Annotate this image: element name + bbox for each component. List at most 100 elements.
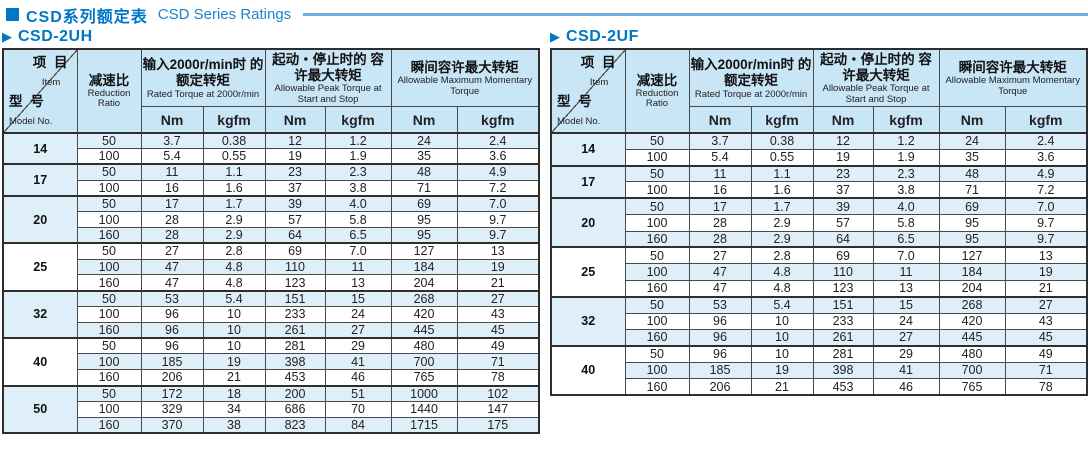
value-cell: 78 bbox=[456, 369, 540, 386]
value-cell: 185 bbox=[140, 353, 204, 371]
ratio-cell: 100 bbox=[624, 214, 690, 232]
item-label-en: Item bbox=[589, 77, 609, 88]
value-cell: 16 bbox=[140, 179, 204, 197]
value-cell: 95 bbox=[938, 214, 1006, 232]
ratio-cell: 100 bbox=[76, 211, 142, 229]
model-label-en: Model No. bbox=[557, 115, 601, 127]
ratio-cell: 100 bbox=[624, 263, 690, 281]
value-cell: 7.0 bbox=[456, 194, 540, 213]
value-cell: 10 bbox=[750, 312, 814, 330]
table-body: 14 50 3.7 0.38 12 1.2 24 2.4 100 5.4 0.55 19 1.9 35 3.… bbox=[550, 131, 1088, 396]
item-label-en: Item bbox=[41, 77, 61, 88]
value-cell: 96 bbox=[140, 306, 204, 323]
value-cell: 261 bbox=[264, 321, 326, 339]
value-cell: 19 bbox=[750, 361, 814, 380]
ratio-cell: 50 bbox=[76, 163, 142, 181]
ratio-cell: 100 bbox=[624, 148, 690, 167]
value-cell: 233 bbox=[812, 312, 874, 330]
ratio-cell: 100 bbox=[624, 181, 690, 199]
ratio-cell: 100 bbox=[624, 312, 690, 330]
tables-container: ▶ CSD-2UH 项 目 Item 型 号 Model No. 减速比 Reduct… bbox=[0, 25, 1088, 434]
ratio-cell: 160 bbox=[624, 378, 690, 396]
table-section-csd-2uh: ▶ CSD-2UH 项 目 Item 型 号 Model No. 减速比 Reduct… bbox=[2, 25, 540, 434]
value-cell: 9.7 bbox=[456, 211, 540, 229]
value-cell: 184 bbox=[390, 258, 458, 276]
item-label-zh: 项 目 bbox=[580, 55, 618, 70]
value-cell: 11 bbox=[688, 164, 752, 183]
table-body: 14 50 3.7 0.38 12 1.2 24 2.4 100 5.4 0.55 19 1.9 35 3.… bbox=[2, 131, 540, 434]
value-cell: 48 bbox=[390, 163, 458, 181]
table-row: 160 206 21 453 46 765 78 bbox=[3, 369, 540, 386]
table-row: 40 50 96 10 281 29 480 49 bbox=[2, 337, 540, 387]
table-row: 160 206 21 453 46 765 78 bbox=[551, 378, 1088, 396]
value-cell: 69 bbox=[390, 194, 458, 213]
value-cell: 38 bbox=[202, 416, 266, 434]
value-cell: 185 bbox=[688, 361, 752, 380]
value-cell: 200 bbox=[264, 384, 326, 402]
unit-kgfm-header: kgfm bbox=[202, 106, 266, 134]
value-cell: 16 bbox=[688, 181, 752, 199]
value-cell: 110 bbox=[812, 263, 874, 281]
value-cell: 445 bbox=[938, 328, 1006, 347]
value-cell: 7.2 bbox=[1004, 181, 1088, 199]
ratio-cell: 50 bbox=[624, 131, 690, 150]
ratings-table-csd-2uf: 项 目 Item 型 号 Model No. 减速比 Reduction Ratio … bbox=[550, 48, 1088, 396]
value-cell: 12 bbox=[264, 131, 326, 150]
ratio-cell: 160 bbox=[76, 274, 142, 292]
table-row: 100 96 10 233 24 420 43 bbox=[551, 312, 1088, 330]
value-cell: 7.2 bbox=[456, 179, 540, 197]
ratio-cell: 160 bbox=[76, 369, 142, 386]
value-cell: 10 bbox=[750, 344, 814, 363]
value-cell: 96 bbox=[140, 321, 204, 339]
value-cell: 46 bbox=[872, 378, 940, 396]
unit-kgfm-header: kgfm bbox=[750, 106, 814, 134]
value-cell: 41 bbox=[872, 361, 940, 380]
ratio-cell: 100 bbox=[76, 179, 142, 197]
value-cell: 2.8 bbox=[202, 242, 266, 260]
ratio-cell: 50 bbox=[624, 295, 690, 314]
value-cell: 69 bbox=[264, 242, 326, 260]
value-cell: 1.1 bbox=[202, 163, 266, 181]
value-cell: 4.8 bbox=[750, 279, 814, 298]
value-cell: 2.4 bbox=[1004, 131, 1088, 150]
table-row: 100 185 19 398 41 700 71 bbox=[551, 361, 1088, 380]
value-cell: 84 bbox=[324, 416, 392, 434]
unit-kgfm-header: kgfm bbox=[324, 106, 392, 134]
value-cell: 102 bbox=[456, 384, 540, 402]
table-row: 100 47 4.8 110 11 184 19 bbox=[3, 258, 540, 276]
value-cell: 480 bbox=[938, 344, 1006, 363]
unit-nm-header: Nm bbox=[140, 106, 204, 134]
value-cell: 27 bbox=[324, 321, 392, 339]
value-cell: 281 bbox=[264, 337, 326, 355]
value-cell: 9.7 bbox=[456, 227, 540, 244]
value-cell: 4.9 bbox=[1004, 164, 1088, 183]
page-title-zh: CSD系列额定表 bbox=[26, 8, 148, 26]
ratio-cell: 50 bbox=[76, 289, 142, 308]
value-cell: 96 bbox=[688, 344, 752, 363]
value-cell: 47 bbox=[688, 263, 752, 281]
ratio-cell: 160 bbox=[624, 328, 690, 347]
value-cell: 1.6 bbox=[750, 181, 814, 199]
value-cell: 11 bbox=[140, 163, 204, 181]
model-cell: 25 bbox=[2, 242, 78, 292]
value-cell: 5.8 bbox=[324, 211, 392, 229]
value-cell: 151 bbox=[264, 289, 326, 308]
ratings-table-csd-2uh: 项 目 Item 型 号 Model No. 减速比 Reduction Ratio … bbox=[2, 48, 540, 434]
value-cell: 1000 bbox=[390, 384, 458, 402]
square-bullet-icon bbox=[6, 8, 19, 21]
value-cell: 700 bbox=[390, 353, 458, 371]
table-row: 100 16 1.6 37 3.8 71 7.2 bbox=[551, 181, 1088, 199]
value-cell: 3.7 bbox=[688, 131, 752, 150]
value-cell: 69 bbox=[938, 197, 1006, 216]
table-row: 100 28 2.9 57 5.8 95 9.7 bbox=[3, 211, 540, 229]
value-cell: 96 bbox=[688, 312, 752, 330]
section-title: CSD-2UH bbox=[18, 27, 93, 45]
page-title: CSD系列额定表 CSD Series Ratings bbox=[0, 0, 1088, 26]
ratio-cell: 100 bbox=[76, 258, 142, 276]
value-cell: 123 bbox=[264, 274, 326, 292]
table-row: 100 329 34 686 70 1440 147 bbox=[3, 400, 540, 418]
ratio-cell: 160 bbox=[624, 279, 690, 298]
value-cell: 39 bbox=[264, 194, 326, 213]
table-row: 160 47 4.8 123 13 204 21 bbox=[551, 279, 1088, 298]
value-cell: 184 bbox=[938, 263, 1006, 281]
